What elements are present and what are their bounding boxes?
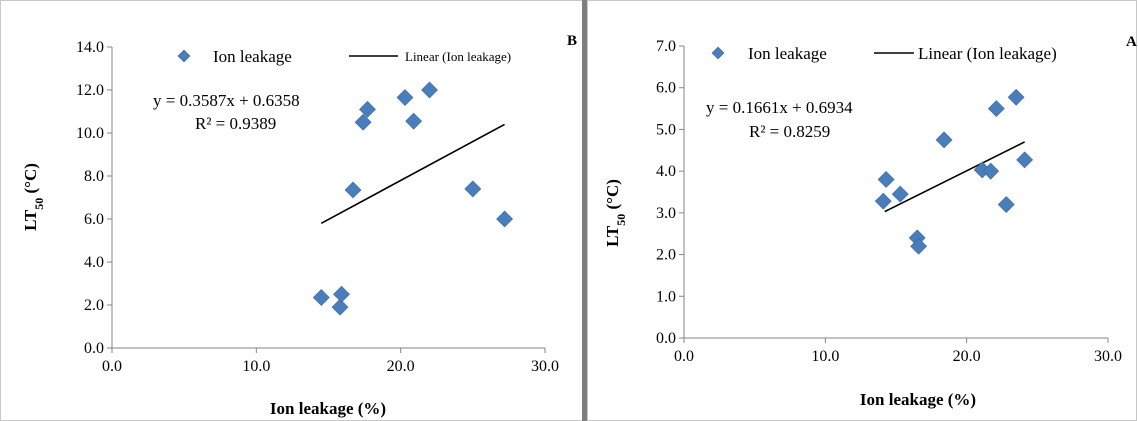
chart-b-y-tick-label: 2.0 — [84, 297, 104, 314]
chart-b-y-tick-label: 4.0 — [84, 254, 104, 271]
chart-a-y-tick-label: 5.0 — [656, 121, 676, 138]
chart-b-data-point — [312, 289, 330, 306]
chart-b-data-point — [405, 112, 423, 130]
chart-b-data-point — [359, 100, 376, 118]
chart-a-x-axis-title: Ion leakage (%) — [860, 390, 976, 409]
chart-b-y-tick-label: 0.0 — [84, 340, 104, 357]
chart-a-legend-series-label: Ion leakage — [748, 44, 827, 63]
chart-b-data-point — [333, 285, 350, 303]
chart-b-y-tick-label: 10.0 — [76, 125, 104, 142]
chart-a-legend-trend-label: Linear (Ion leakage) — [918, 44, 1057, 63]
chart-b-x-tick-label: 10.0 — [242, 358, 270, 375]
chart-b-data-point — [354, 113, 372, 131]
chart-b-x-tick-label: 30.0 — [531, 358, 559, 375]
chart-a-y-axis-title: LT50 (°C) — [603, 179, 628, 247]
chart-b-data-point — [396, 89, 414, 106]
chart-b-y-tick-label: 8.0 — [84, 168, 104, 185]
chart-a-y-tick-label: 6.0 — [656, 80, 676, 97]
chart-b-x-tick-label: 0.0 — [102, 358, 122, 375]
chart-b-panel-label: B — [567, 33, 577, 49]
chart-b-y-tick-label: 6.0 — [84, 211, 104, 228]
chart-a-y-tick-label: 7.0 — [656, 38, 676, 55]
chart-b-legend-series-label: Ion leakage — [213, 47, 292, 66]
chart-a-x-tick-label: 10.0 — [811, 348, 839, 365]
chart-a-r-squared: R² = 0.8259 — [749, 122, 830, 141]
chart-b-data-point — [331, 298, 349, 316]
chart-b-data-point — [421, 81, 438, 99]
chart-b-trend-equation: y = 0.3587x + 0.6358 — [153, 91, 300, 110]
chart-b-trendline — [320, 123, 505, 225]
panel-divider — [582, 0, 587, 421]
chart-a-y-tick-label: 3.0 — [656, 205, 676, 222]
chart-a: 0.0 1.0 2.0 3.0 4.0 5.0 6.0 7.0 0.0 10.0 20.0 30.0 I… — [603, 34, 1137, 409]
chart-a-trendline — [884, 141, 1025, 213]
chart-b-data-point — [344, 181, 362, 199]
chart-a-x-tick-label: 30.0 — [1094, 348, 1122, 365]
chart-a-y-tick-label: 1.0 — [656, 288, 676, 305]
chart-a-y-tick-label: 2.0 — [656, 247, 676, 264]
chart-b-y-tick-label: 14.0 — [76, 39, 104, 56]
chart-a-data-point — [987, 100, 1005, 117]
chart-b-y-tick-label: 12.0 — [76, 82, 104, 99]
chart-a-data-point — [982, 162, 1000, 180]
chart-b: 0.0 2.0 4.0 6.0 8.0 10.0 12.0 14.0 0.0 10.0 20.0 30… — [21, 33, 577, 418]
chart-a-x-tick-label: 20.0 — [953, 348, 981, 365]
chart-a-data-point — [874, 192, 892, 210]
chart-b-x-axis-title: Ion leakage (%) — [270, 399, 386, 418]
chart-a-data-point — [891, 185, 909, 203]
chart-b-legend-marker — [177, 49, 191, 63]
chart-a-panel-label: A — [1126, 34, 1137, 50]
chart-a-legend-marker — [711, 46, 725, 60]
chart-a-data-point — [910, 237, 928, 255]
chart-a-data-point — [877, 171, 895, 188]
chart-a-y-tick-label: 4.0 — [656, 163, 676, 180]
chart-a-data-point — [1016, 151, 1034, 169]
chart-a-trend-equation: y = 0.1661x + 0.6934 — [706, 98, 853, 117]
chart-a-data-point — [935, 131, 953, 149]
chart-b-x-tick-label: 20.0 — [387, 358, 415, 375]
chart-b-legend-trend-label: Linear (Ion leakage) — [405, 49, 511, 64]
chart-a-x-tick-label: 0.0 — [674, 348, 694, 365]
chart-a-data-point — [997, 196, 1015, 213]
chart-a-data-point — [1007, 88, 1025, 106]
chart-a-y-tick-label: 0.0 — [656, 330, 676, 347]
chart-b-r-squared: R² = 0.9389 — [195, 114, 276, 133]
chart-b-data-point — [464, 180, 482, 198]
chart-b-y-axis-title: LT50 (°C) — [21, 163, 46, 231]
chart-b-data-point — [496, 210, 514, 228]
